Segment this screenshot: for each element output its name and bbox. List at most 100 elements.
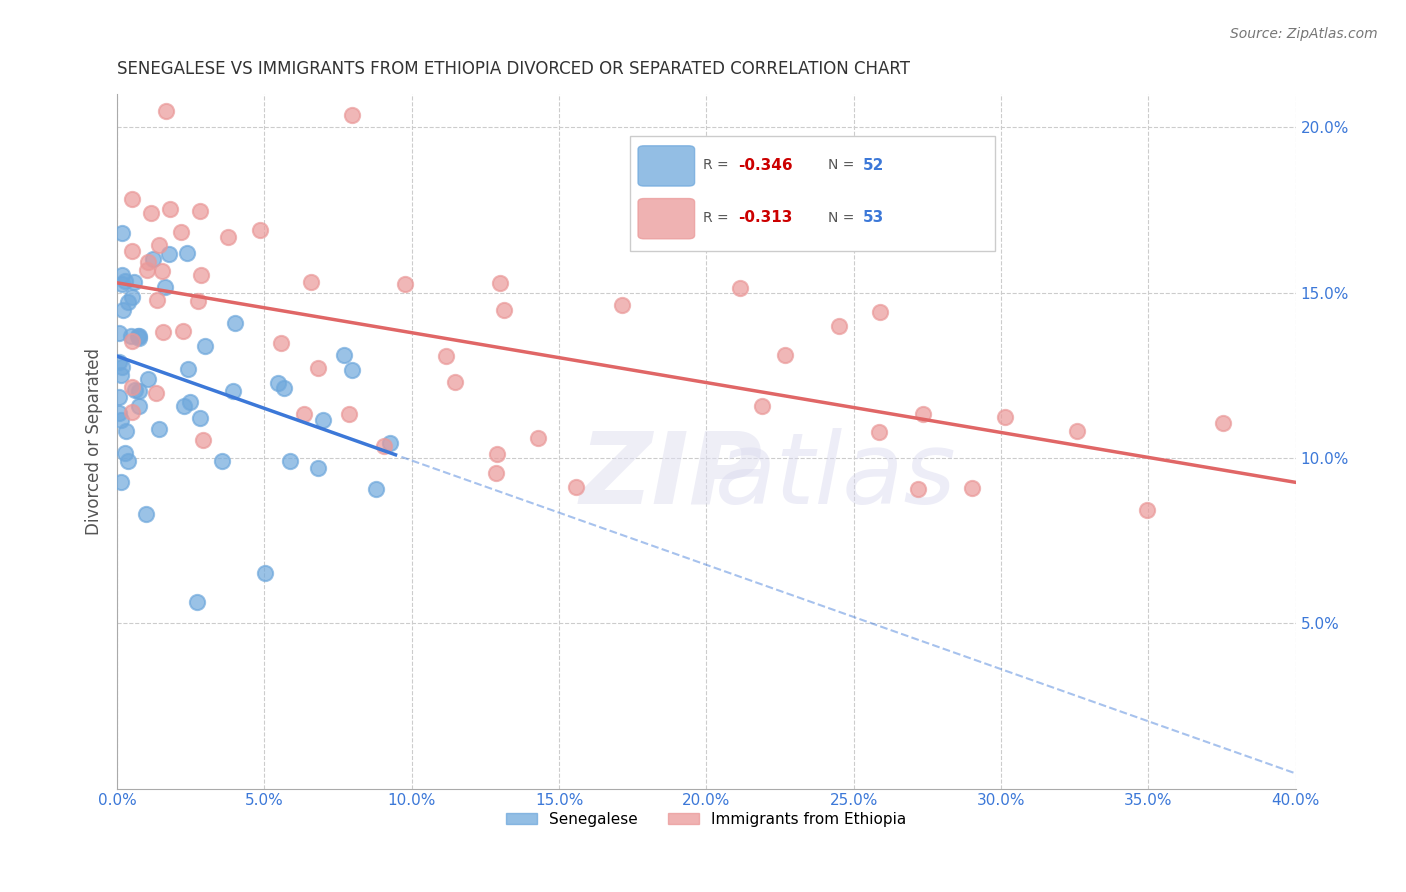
Text: ZIP: ZIP: [579, 427, 762, 524]
Point: [307, 361, 329, 376]
Point: [136, 255, 159, 269]
FancyBboxPatch shape: [638, 145, 695, 186]
Point: [211, 454, 233, 468]
Point: [962, 481, 984, 495]
Point: [217, 230, 239, 244]
Y-axis label: Divorced or Separated: Divorced or Separated: [86, 348, 103, 535]
Point: [775, 348, 797, 362]
Text: -0.346: -0.346: [738, 158, 793, 173]
Point: [912, 407, 935, 421]
Point: [145, 293, 167, 307]
Point: [127, 329, 149, 343]
Point: [124, 384, 146, 398]
Point: [373, 439, 395, 453]
Point: [107, 406, 129, 420]
Point: [110, 226, 132, 240]
Point: [488, 276, 510, 290]
Point: [107, 355, 129, 369]
Point: [145, 386, 167, 401]
Point: [994, 409, 1017, 424]
Point: [307, 460, 329, 475]
Point: [121, 289, 143, 303]
Point: [339, 407, 361, 421]
Point: [107, 391, 129, 405]
Point: [107, 326, 129, 340]
Point: [121, 405, 143, 419]
Point: [135, 262, 157, 277]
Point: [278, 454, 301, 468]
Point: [907, 482, 929, 496]
Point: [486, 447, 509, 461]
Point: [222, 384, 245, 398]
Point: [111, 303, 134, 318]
Point: [190, 268, 212, 282]
Point: [152, 326, 174, 340]
Point: [378, 435, 401, 450]
Point: [114, 446, 136, 460]
Point: [114, 274, 136, 288]
Text: atlas: atlas: [716, 427, 957, 524]
Point: [828, 318, 851, 333]
Point: [128, 329, 150, 343]
Point: [110, 475, 132, 490]
Point: [111, 277, 134, 291]
Point: [270, 335, 292, 350]
Point: [121, 244, 143, 258]
Point: [128, 331, 150, 345]
Point: [492, 303, 515, 318]
Point: [122, 275, 145, 289]
Point: [443, 375, 465, 389]
Text: R =: R =: [703, 211, 733, 225]
Point: [110, 412, 132, 426]
Text: N =: N =: [828, 158, 859, 172]
Text: Source: ZipAtlas.com: Source: ZipAtlas.com: [1230, 27, 1378, 41]
Point: [159, 247, 181, 261]
Point: [751, 400, 773, 414]
Point: [224, 316, 246, 330]
Point: [173, 399, 195, 413]
Point: [292, 407, 315, 421]
Point: [869, 305, 891, 319]
Text: R =: R =: [703, 158, 733, 172]
Point: [141, 206, 163, 220]
Point: [273, 381, 295, 395]
Text: 53: 53: [863, 211, 884, 226]
Point: [179, 394, 201, 409]
Point: [121, 192, 143, 206]
Point: [153, 280, 176, 294]
Point: [148, 238, 170, 252]
Point: [187, 294, 209, 309]
Point: [730, 281, 752, 295]
Point: [610, 298, 633, 312]
Point: [121, 334, 143, 348]
Point: [128, 384, 150, 398]
Point: [136, 372, 159, 386]
Point: [135, 508, 157, 522]
Point: [311, 413, 333, 427]
Point: [1066, 424, 1088, 438]
Text: SENEGALESE VS IMMIGRANTS FROM ETHIOPIA DIVORCED OR SEPARATED CORRELATION CHART: SENEGALESE VS IMMIGRANTS FROM ETHIOPIA D…: [117, 60, 910, 78]
Point: [1212, 416, 1234, 430]
Point: [484, 467, 506, 481]
Point: [120, 329, 142, 343]
Point: [117, 454, 139, 468]
Point: [565, 480, 588, 494]
Point: [526, 431, 548, 445]
Point: [299, 275, 322, 289]
Point: [121, 380, 143, 394]
Point: [150, 264, 173, 278]
Text: N =: N =: [828, 211, 859, 225]
Point: [434, 350, 457, 364]
Point: [142, 252, 165, 266]
Point: [333, 348, 356, 362]
Point: [128, 399, 150, 413]
Point: [110, 368, 132, 383]
Point: [172, 325, 194, 339]
FancyBboxPatch shape: [638, 199, 695, 239]
Point: [868, 425, 890, 439]
Point: [188, 411, 211, 425]
Text: 52: 52: [863, 158, 884, 173]
Point: [159, 202, 181, 216]
Point: [170, 225, 193, 239]
Point: [111, 359, 134, 374]
